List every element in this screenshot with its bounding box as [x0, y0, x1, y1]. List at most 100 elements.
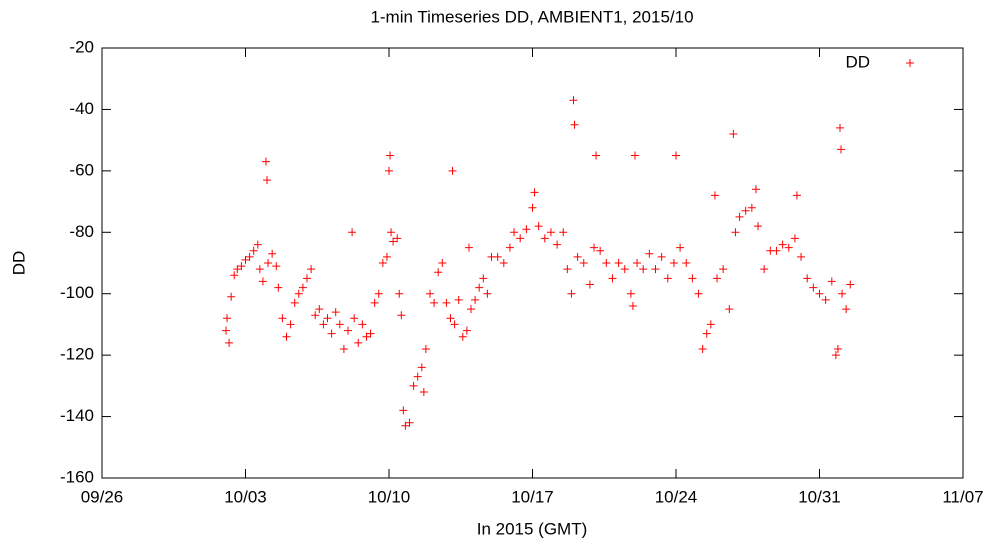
- data-point: [657, 252, 666, 261]
- data-point: [803, 274, 812, 283]
- data-point: [751, 185, 760, 194]
- data-point: [530, 188, 539, 197]
- data-point: [458, 332, 467, 341]
- legend-label: DD: [845, 52, 870, 71]
- x-tick-label: 10/31: [798, 487, 841, 506]
- data-point: [241, 255, 250, 264]
- data-point: [831, 351, 840, 360]
- data-point: [419, 388, 428, 396]
- data-point: [682, 259, 691, 267]
- data-point: [450, 320, 459, 329]
- data-point: [323, 314, 332, 323]
- data-point: [735, 212, 744, 221]
- data-point: [303, 274, 311, 283]
- x-tick-label: 10/10: [368, 487, 411, 506]
- y-tick-label: -80: [69, 222, 94, 241]
- data-point: [645, 249, 654, 258]
- y-tick-label: -40: [69, 99, 94, 118]
- x-tick-label: 11/07: [942, 487, 983, 506]
- data-point: [421, 345, 430, 353]
- data-point: [467, 305, 475, 314]
- data-point: [462, 326, 471, 335]
- data-point: [590, 243, 598, 252]
- data-point: [278, 314, 287, 323]
- data-point: [253, 240, 262, 249]
- data-point: [350, 314, 359, 323]
- data-point: [227, 292, 236, 301]
- data-point: [382, 252, 391, 261]
- data-point: [387, 228, 396, 237]
- data-point: [294, 289, 303, 298]
- data-point: [778, 240, 787, 249]
- data-point: [719, 265, 728, 274]
- data-point: [366, 329, 375, 338]
- data-point: [327, 329, 336, 338]
- data-point: [784, 243, 793, 252]
- data-point: [608, 274, 617, 283]
- data-point: [389, 237, 398, 246]
- data-point: [315, 305, 324, 314]
- data-point: [282, 332, 291, 341]
- data-point: [249, 246, 258, 255]
- data-point: [516, 234, 525, 243]
- data-point: [399, 406, 408, 415]
- data-point: [837, 145, 846, 154]
- data-point: [592, 151, 601, 160]
- data-point: [385, 166, 393, 175]
- data-point: [797, 252, 806, 261]
- data-point: [628, 302, 637, 310]
- data-point: [838, 289, 847, 298]
- data-point: [430, 298, 439, 307]
- data-point: [413, 372, 422, 381]
- y-tick-label: -160: [60, 467, 94, 486]
- data-point: [464, 243, 473, 252]
- data-point: [358, 320, 367, 329]
- data-point: [448, 166, 457, 175]
- x-tick-label: 10/03: [224, 487, 267, 506]
- data-point: [222, 326, 231, 335]
- data-point: [760, 265, 769, 274]
- x-axis-label: In 2015 (GMT): [477, 519, 588, 538]
- data-point: [688, 274, 697, 283]
- data-point: [702, 329, 711, 338]
- data-point: [694, 289, 703, 298]
- data-point: [725, 305, 734, 314]
- data-point: [362, 332, 371, 341]
- data-point: [626, 289, 635, 298]
- data-point: [706, 320, 715, 329]
- data-point: [409, 381, 418, 390]
- data-point: [809, 283, 818, 292]
- data-point: [846, 280, 855, 289]
- data-point: [438, 259, 447, 267]
- data-point: [534, 222, 543, 231]
- y-tick-label: -20: [69, 37, 94, 56]
- data-point: [614, 259, 623, 267]
- plot-frame: [101, 47, 964, 479]
- data-point: [255, 265, 264, 274]
- data-point: [319, 320, 328, 329]
- data-point: [311, 311, 320, 320]
- data-point: [335, 320, 344, 329]
- data-point: [344, 326, 352, 335]
- data-point: [663, 274, 672, 283]
- data-point: [620, 265, 629, 274]
- data-point: [225, 338, 234, 347]
- data-point: [237, 262, 246, 271]
- data-point: [676, 243, 685, 252]
- data-point: [569, 96, 578, 105]
- data-point: [274, 283, 283, 292]
- data-point: [298, 283, 307, 292]
- data-point: [747, 203, 756, 212]
- data-point: [772, 246, 781, 255]
- data-point: [827, 277, 836, 286]
- data-point: [731, 228, 740, 237]
- data-point: [262, 157, 270, 166]
- data-point: [698, 345, 707, 353]
- data-point: [833, 345, 842, 353]
- data-point: [233, 265, 242, 274]
- x-tick-label: 10/17: [511, 487, 554, 506]
- data-point: [570, 120, 579, 129]
- data-point: [395, 289, 404, 298]
- data-point: [792, 191, 801, 200]
- data-point: [672, 151, 680, 160]
